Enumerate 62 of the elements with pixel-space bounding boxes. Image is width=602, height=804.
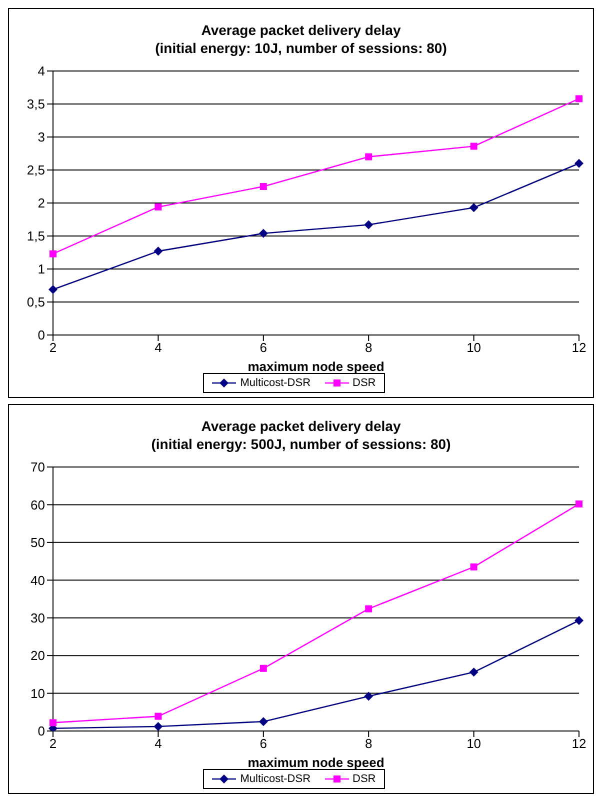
y-tick-label: 2,5 bbox=[26, 162, 45, 178]
point bbox=[574, 616, 584, 625]
x-tick-label: 10 bbox=[466, 340, 482, 356]
point bbox=[469, 203, 478, 212]
x-axis-title: maximum node speed bbox=[248, 755, 384, 770]
x-tick-label: 2 bbox=[49, 340, 57, 356]
point bbox=[154, 722, 163, 731]
point bbox=[50, 250, 56, 258]
y-tick-label: 20 bbox=[30, 648, 45, 664]
x-tick-label: 10 bbox=[466, 736, 482, 752]
y-tick-label: 1,5 bbox=[26, 228, 45, 244]
chart-subtitle: (initial energy: 10J, number of sessions: 80) bbox=[154, 39, 448, 57]
chart-title: Average packet delivery delay bbox=[200, 417, 402, 435]
point bbox=[574, 158, 584, 168]
y-tick-label: 1 bbox=[38, 262, 45, 277]
x-tick-label: 6 bbox=[260, 340, 268, 356]
x-tick-label: 8 bbox=[364, 340, 372, 356]
y-tick-label: 4 bbox=[38, 64, 45, 79]
y-tick-label: 10 bbox=[30, 686, 45, 701]
point bbox=[50, 719, 56, 726]
legend-label: Multicost-DSR bbox=[240, 773, 311, 785]
point bbox=[576, 500, 582, 508]
y-tick-label: 30 bbox=[30, 610, 45, 626]
point bbox=[364, 220, 374, 230]
y-tick-label: 3,5 bbox=[26, 96, 45, 112]
point bbox=[154, 712, 162, 720]
y-tick-label: 3 bbox=[38, 130, 45, 145]
x-tick-label: 4 bbox=[154, 340, 162, 356]
legend-label: DSR bbox=[352, 377, 376, 389]
x-tick-label: 12 bbox=[572, 340, 586, 356]
x-tick-label: 2 bbox=[49, 736, 57, 752]
y-tick-label: 40 bbox=[30, 572, 45, 588]
point bbox=[365, 153, 372, 160]
y-tick-label: 50 bbox=[30, 535, 45, 550]
point bbox=[154, 203, 162, 210]
point bbox=[469, 668, 478, 677]
point bbox=[576, 95, 582, 102]
y-tick-label: 60 bbox=[30, 497, 45, 512]
legend-label: DSR bbox=[352, 773, 376, 785]
point bbox=[470, 142, 478, 150]
point bbox=[364, 692, 374, 701]
x-axis-title: maximum node speed bbox=[248, 359, 384, 374]
chart-title: Average packet delivery delay bbox=[200, 21, 402, 39]
point bbox=[260, 183, 267, 190]
x-tick-label: 12 bbox=[572, 736, 586, 752]
x-tick-label: 8 bbox=[364, 736, 372, 752]
y-tick-label: 70 bbox=[30, 460, 45, 475]
y-tick-label: 2 bbox=[38, 196, 45, 211]
x-tick-label: 6 bbox=[260, 736, 268, 752]
legend-label: Multicost-DSR bbox=[240, 377, 311, 389]
point bbox=[260, 664, 267, 672]
point bbox=[258, 717, 268, 726]
point bbox=[48, 284, 58, 294]
x-tick-label: 4 bbox=[154, 736, 162, 752]
y-tick-label: 0 bbox=[38, 724, 45, 739]
y-tick-label: 0 bbox=[38, 328, 45, 343]
y-tick-label: 0,5 bbox=[26, 294, 45, 310]
point bbox=[365, 605, 372, 612]
point bbox=[470, 563, 478, 570]
chart-subtitle: (initial energy: 500J, number of sessions: 80) bbox=[150, 435, 452, 453]
point bbox=[154, 246, 163, 256]
point bbox=[258, 228, 268, 238]
